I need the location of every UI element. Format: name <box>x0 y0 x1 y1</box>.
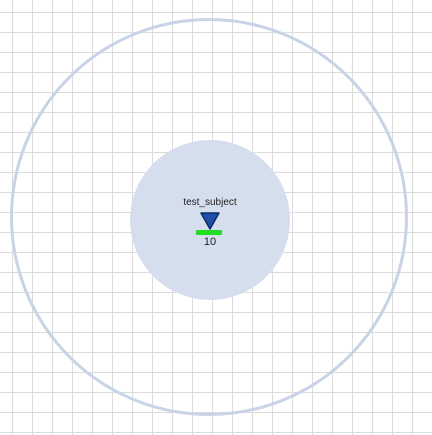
entity-health-bar-fill <box>196 230 222 235</box>
outer-range-ring <box>10 18 408 416</box>
down-triangle-icon[interactable] <box>200 212 220 230</box>
entity-name-label: test_subject <box>183 197 237 208</box>
entity-value-label: 10 <box>203 236 217 248</box>
entity-health-bar <box>196 230 222 235</box>
